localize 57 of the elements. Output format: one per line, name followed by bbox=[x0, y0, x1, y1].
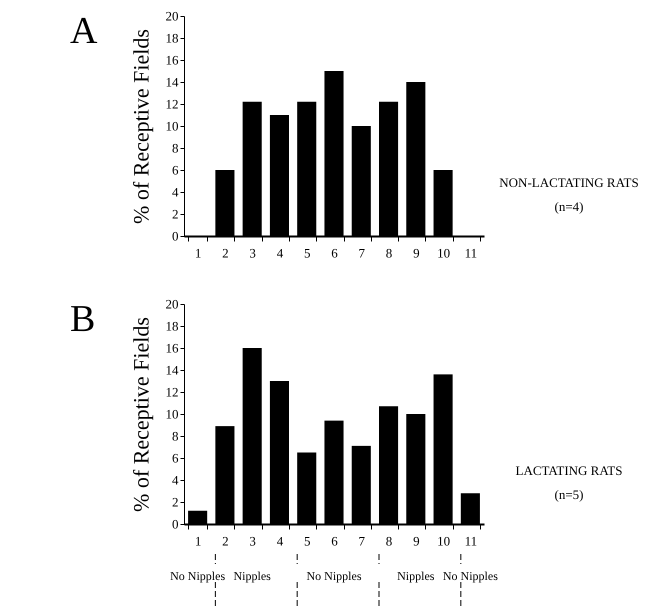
y-tick-label: 8 bbox=[172, 140, 178, 156]
y-tick-label: 2 bbox=[172, 206, 178, 222]
x-tick-label: 10 bbox=[437, 246, 450, 260]
y-tick-label: 0 bbox=[172, 516, 178, 532]
text: (n=4) bbox=[554, 199, 584, 214]
text: No Nipples bbox=[306, 569, 362, 583]
y-tick-label: 2 bbox=[172, 494, 178, 510]
y-tick-label: 4 bbox=[172, 472, 179, 488]
x-tick-label: 7 bbox=[358, 246, 366, 260]
x-tick-label: 11 bbox=[464, 534, 478, 548]
x-tick-label: 2 bbox=[222, 246, 229, 260]
y-tick-label: 18 bbox=[166, 30, 178, 46]
y-tick-label: 6 bbox=[172, 450, 179, 466]
x-tick-label: 2 bbox=[222, 534, 229, 548]
y-tick-label: 12 bbox=[166, 96, 178, 112]
y-tick-label: 10 bbox=[166, 406, 178, 422]
x-tick-label: 9 bbox=[413, 534, 420, 548]
y-tick-label: 4 bbox=[172, 184, 179, 200]
text: (n=5) bbox=[554, 487, 584, 502]
x-tick-label: 9 bbox=[413, 246, 420, 260]
text: Nipples bbox=[397, 569, 435, 583]
x-tick-label: 6 bbox=[331, 534, 338, 548]
x-tick-label: 8 bbox=[386, 246, 392, 260]
text: NON-LACTATING RATS bbox=[499, 175, 639, 190]
x-tick-label: 8 bbox=[386, 534, 392, 548]
chart-title: A bbox=[70, 10, 98, 52]
y-tick-label: 0 bbox=[172, 228, 178, 244]
x-tick-label: 3 bbox=[249, 246, 256, 260]
y-tick-label: 16 bbox=[166, 340, 179, 356]
text: No Nipples bbox=[442, 569, 498, 583]
x-tick-label: 5 bbox=[304, 534, 310, 548]
x-tick-label: 1 bbox=[194, 534, 202, 548]
x-tick-label: 4 bbox=[276, 246, 284, 260]
y-tick-label: 16 bbox=[166, 52, 179, 68]
y-tick-label: 18 bbox=[166, 318, 178, 334]
x-tick-label: 5 bbox=[304, 246, 310, 260]
y-tick-label: 6 bbox=[172, 162, 179, 178]
x-tick-label: 10 bbox=[437, 534, 450, 548]
chart-title: B bbox=[70, 298, 96, 340]
y-tick-label: 8 bbox=[172, 428, 178, 444]
text: No Nipples bbox=[170, 569, 226, 583]
y-tick-label: 10 bbox=[166, 118, 178, 134]
x-tick-label: 1 bbox=[194, 246, 202, 260]
x-tick-label: 3 bbox=[249, 534, 256, 548]
text: Nipples bbox=[234, 569, 272, 583]
x-tick-label: 7 bbox=[358, 534, 366, 548]
x-tick-label: 6 bbox=[331, 246, 338, 260]
y-tick-label: 14 bbox=[166, 74, 179, 90]
y-axis-title: % of Receptive Fields bbox=[128, 29, 154, 224]
text: LACTATING RATS bbox=[516, 463, 622, 478]
y-tick-label: 20 bbox=[166, 296, 178, 312]
y-tick-label: 20 bbox=[166, 8, 178, 24]
y-axis-title: % of Receptive Fields bbox=[128, 317, 154, 512]
x-tick-label: 11 bbox=[464, 246, 478, 260]
y-tick-label: 14 bbox=[166, 362, 179, 378]
x-tick-label: 4 bbox=[276, 534, 284, 548]
y-tick-label: 12 bbox=[166, 384, 178, 400]
